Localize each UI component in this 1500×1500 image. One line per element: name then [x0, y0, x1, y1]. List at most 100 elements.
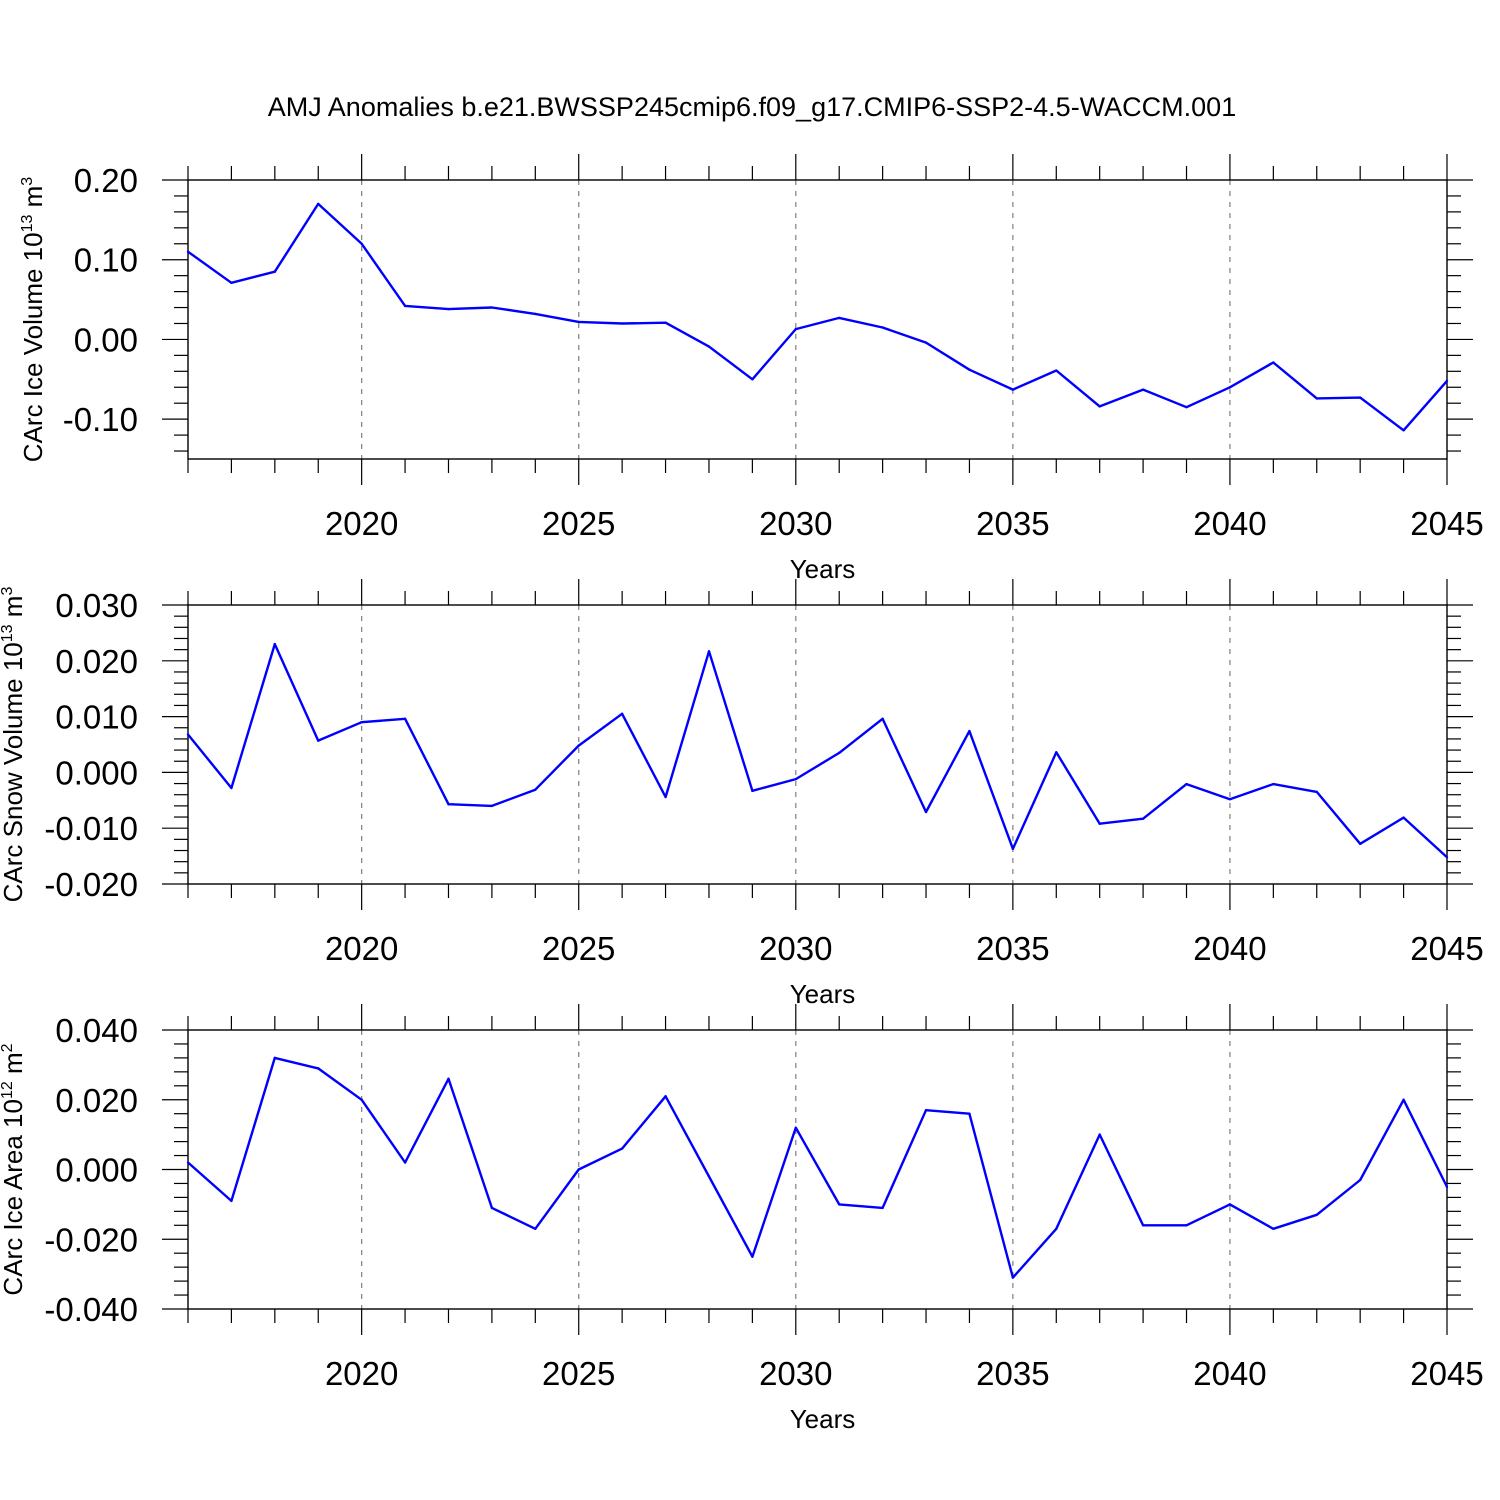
data-point [664, 321, 667, 324]
data-point [968, 1112, 971, 1115]
y-tick-label: 0.000 [55, 1152, 138, 1189]
x-tick-label: 2040 [1193, 930, 1266, 967]
data-point [1445, 856, 1449, 859]
data-point [1445, 379, 1449, 383]
y-axis-label: CArc Ice Volume 1013 m3 [18, 177, 48, 462]
data-point [186, 733, 190, 736]
data-point [1358, 396, 1362, 399]
data-point [447, 803, 450, 806]
data-point [1055, 369, 1058, 372]
data-point [620, 712, 624, 716]
data-point [1185, 405, 1188, 409]
data-point [317, 739, 320, 742]
data-point [1141, 817, 1145, 820]
data-point [838, 751, 841, 755]
data-point [360, 242, 363, 245]
data-point [1141, 1224, 1145, 1227]
data-point [1055, 1227, 1058, 1230]
series-line [187, 642, 1448, 859]
data-point [1011, 388, 1015, 391]
y-tick-label: 0.00 [74, 321, 138, 358]
data-point [360, 1098, 363, 1101]
data-point [1402, 1098, 1405, 1101]
data-point [1228, 797, 1232, 801]
x-tick-label: 2020 [325, 505, 398, 542]
data-point [403, 1161, 407, 1164]
data-point [1185, 1224, 1188, 1227]
figure-title: AMJ Anomalies b.e21.BWSSP245cmip6.f09_g1… [268, 92, 1236, 122]
plot-frame [187, 179, 1448, 460]
data-point [924, 1109, 928, 1112]
data-point [1228, 386, 1232, 389]
x-tick-label: 2025 [542, 505, 615, 542]
data-point [1185, 782, 1188, 786]
data-point [1228, 1203, 1232, 1206]
y-tick-label: -0.10 [63, 401, 138, 438]
data-point [881, 326, 884, 329]
data-point [1402, 816, 1405, 819]
data-point [577, 1168, 580, 1171]
x-tick-label: 2035 [976, 1355, 1049, 1392]
x-tick-label: 2020 [325, 930, 398, 967]
data-point [1098, 405, 1101, 408]
plot-frame [187, 604, 1448, 885]
y-tick-label: 0.010 [55, 699, 138, 736]
y-tick-label: -0.020 [44, 866, 138, 903]
data-point [794, 777, 797, 781]
y-tick-label: -0.010 [44, 810, 138, 847]
data-point [751, 378, 754, 381]
data-point [186, 1161, 190, 1164]
data-point [534, 312, 537, 316]
data-point [317, 202, 320, 206]
data-point [924, 341, 928, 344]
x-tick-label: 2035 [976, 930, 1049, 967]
data-point [186, 250, 190, 253]
data-point [1358, 1178, 1362, 1182]
x-tick-label: 2030 [759, 930, 832, 967]
y-tick-label: 0.020 [55, 1082, 138, 1119]
data-point [230, 1199, 233, 1203]
data-point [968, 729, 971, 733]
data-point [317, 1067, 320, 1070]
x-axis-label: Years [790, 1404, 856, 1434]
x-tick-label: 2030 [759, 1355, 832, 1392]
data-point [1011, 1276, 1015, 1279]
x-tick-label: 2030 [759, 505, 832, 542]
data-point [360, 720, 363, 724]
y-tick-label: 0.040 [55, 1012, 138, 1049]
series-line [187, 1056, 1449, 1279]
data-point [1315, 790, 1318, 794]
chart-panel-3: 2020 2025 2030 2035 2040 2045 0.040 0.020 0.000 -… [0, 1004, 1484, 1434]
chart-panel-1: 2020 2025 2030 2035 2040 2045 0.20 0.10 0.00 -0.1… [18, 154, 1484, 584]
data-point [620, 322, 624, 325]
x-tick-label: 2045 [1410, 1355, 1483, 1392]
data-point [707, 1175, 711, 1178]
y-axis-label: CArc Ice Area 1012 m2 [0, 1043, 28, 1295]
x-axis-label: Years [790, 979, 856, 1009]
data-point [881, 1206, 884, 1210]
data-point [447, 307, 450, 311]
data-point [1315, 397, 1318, 400]
data-point [707, 345, 711, 348]
data-point [447, 1077, 450, 1081]
data-point [577, 744, 580, 747]
data-point [1358, 842, 1362, 846]
data-point [534, 1227, 537, 1230]
data-point [1141, 388, 1145, 391]
data-point [707, 650, 711, 653]
y-tick-label: 0.20 [74, 162, 138, 199]
data-point [838, 316, 841, 320]
data-point [838, 1203, 841, 1206]
y-axis-label: CArc Snow Volume 1013 m3 [0, 587, 28, 903]
data-point [751, 789, 754, 793]
data-point [794, 1126, 797, 1129]
data-point [1272, 1227, 1275, 1230]
data-point [577, 320, 580, 324]
x-tick-label: 2045 [1410, 930, 1483, 967]
data-point [1315, 1213, 1318, 1217]
x-tick-label: 2020 [325, 1355, 398, 1392]
data-point [273, 1056, 277, 1060]
data-point [230, 281, 233, 285]
x-tick-label: 2045 [1410, 505, 1483, 542]
